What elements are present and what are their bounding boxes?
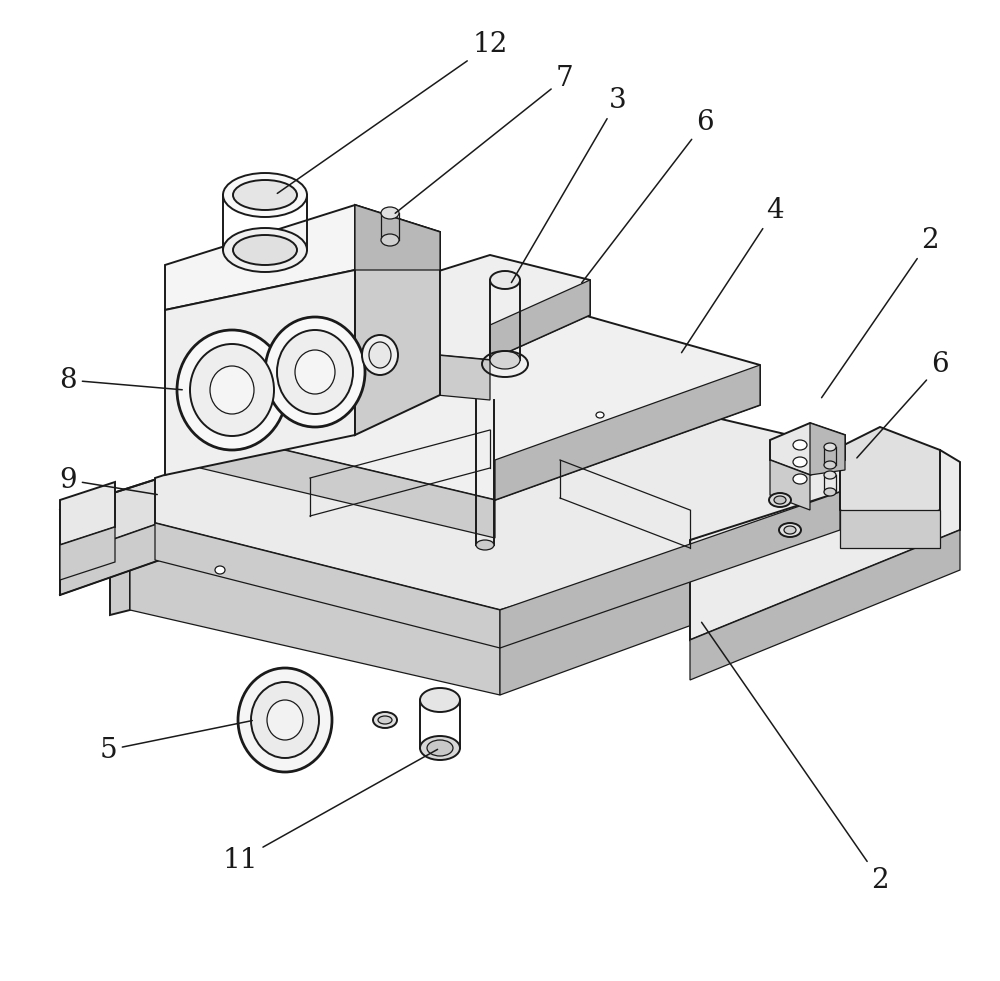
Text: 7: 7	[395, 65, 574, 213]
Ellipse shape	[381, 234, 399, 246]
Ellipse shape	[265, 317, 365, 427]
Polygon shape	[60, 482, 115, 545]
Text: 6: 6	[857, 351, 949, 458]
Polygon shape	[840, 510, 940, 548]
Ellipse shape	[824, 461, 836, 469]
Ellipse shape	[490, 271, 520, 289]
Ellipse shape	[373, 712, 397, 728]
Polygon shape	[355, 205, 440, 435]
Ellipse shape	[490, 351, 520, 369]
Ellipse shape	[277, 330, 353, 414]
Polygon shape	[200, 290, 760, 500]
Polygon shape	[500, 500, 870, 695]
Polygon shape	[490, 280, 590, 360]
Polygon shape	[155, 367, 840, 610]
Ellipse shape	[793, 474, 807, 484]
Ellipse shape	[233, 235, 297, 265]
Ellipse shape	[362, 335, 398, 375]
Ellipse shape	[223, 228, 307, 272]
Polygon shape	[60, 478, 160, 558]
Polygon shape	[355, 205, 440, 270]
Text: 11: 11	[222, 749, 438, 873]
Ellipse shape	[190, 344, 274, 436]
Ellipse shape	[779, 523, 801, 537]
Text: 12: 12	[277, 31, 508, 193]
Ellipse shape	[596, 412, 604, 418]
Ellipse shape	[378, 716, 392, 724]
Ellipse shape	[824, 443, 836, 451]
Ellipse shape	[427, 740, 453, 756]
Text: 8: 8	[59, 367, 182, 393]
Text: 2: 2	[822, 227, 939, 397]
Text: 9: 9	[59, 467, 157, 494]
Polygon shape	[165, 205, 440, 310]
Ellipse shape	[769, 493, 791, 507]
Ellipse shape	[381, 207, 399, 219]
Ellipse shape	[295, 350, 335, 394]
Ellipse shape	[215, 566, 225, 574]
Polygon shape	[110, 550, 130, 615]
Text: 5: 5	[99, 721, 252, 763]
Text: 4: 4	[682, 196, 784, 353]
Polygon shape	[110, 420, 870, 635]
Ellipse shape	[233, 180, 297, 210]
Polygon shape	[330, 345, 490, 400]
Polygon shape	[810, 423, 845, 475]
Polygon shape	[155, 523, 500, 648]
Polygon shape	[840, 427, 940, 535]
Polygon shape	[500, 492, 840, 648]
Polygon shape	[690, 450, 960, 640]
Ellipse shape	[784, 526, 796, 534]
Ellipse shape	[223, 173, 307, 217]
Ellipse shape	[420, 688, 460, 712]
Polygon shape	[690, 530, 960, 680]
Ellipse shape	[251, 682, 319, 758]
Text: 3: 3	[511, 86, 627, 283]
Polygon shape	[200, 430, 495, 538]
Ellipse shape	[369, 342, 391, 368]
Polygon shape	[165, 270, 355, 475]
Polygon shape	[330, 255, 590, 360]
Ellipse shape	[420, 736, 460, 760]
Ellipse shape	[824, 471, 836, 479]
Ellipse shape	[238, 668, 332, 772]
Text: 2: 2	[702, 622, 889, 894]
Polygon shape	[60, 527, 115, 580]
Ellipse shape	[824, 488, 836, 496]
Ellipse shape	[210, 366, 254, 414]
Ellipse shape	[267, 700, 303, 740]
Ellipse shape	[774, 496, 786, 504]
Text: 6: 6	[582, 109, 714, 283]
Polygon shape	[495, 365, 760, 500]
Polygon shape	[770, 460, 810, 510]
Ellipse shape	[793, 440, 807, 450]
Ellipse shape	[476, 540, 494, 550]
Ellipse shape	[793, 457, 807, 467]
Polygon shape	[770, 423, 845, 475]
Polygon shape	[130, 550, 500, 695]
Polygon shape	[60, 523, 160, 595]
Ellipse shape	[177, 330, 287, 450]
